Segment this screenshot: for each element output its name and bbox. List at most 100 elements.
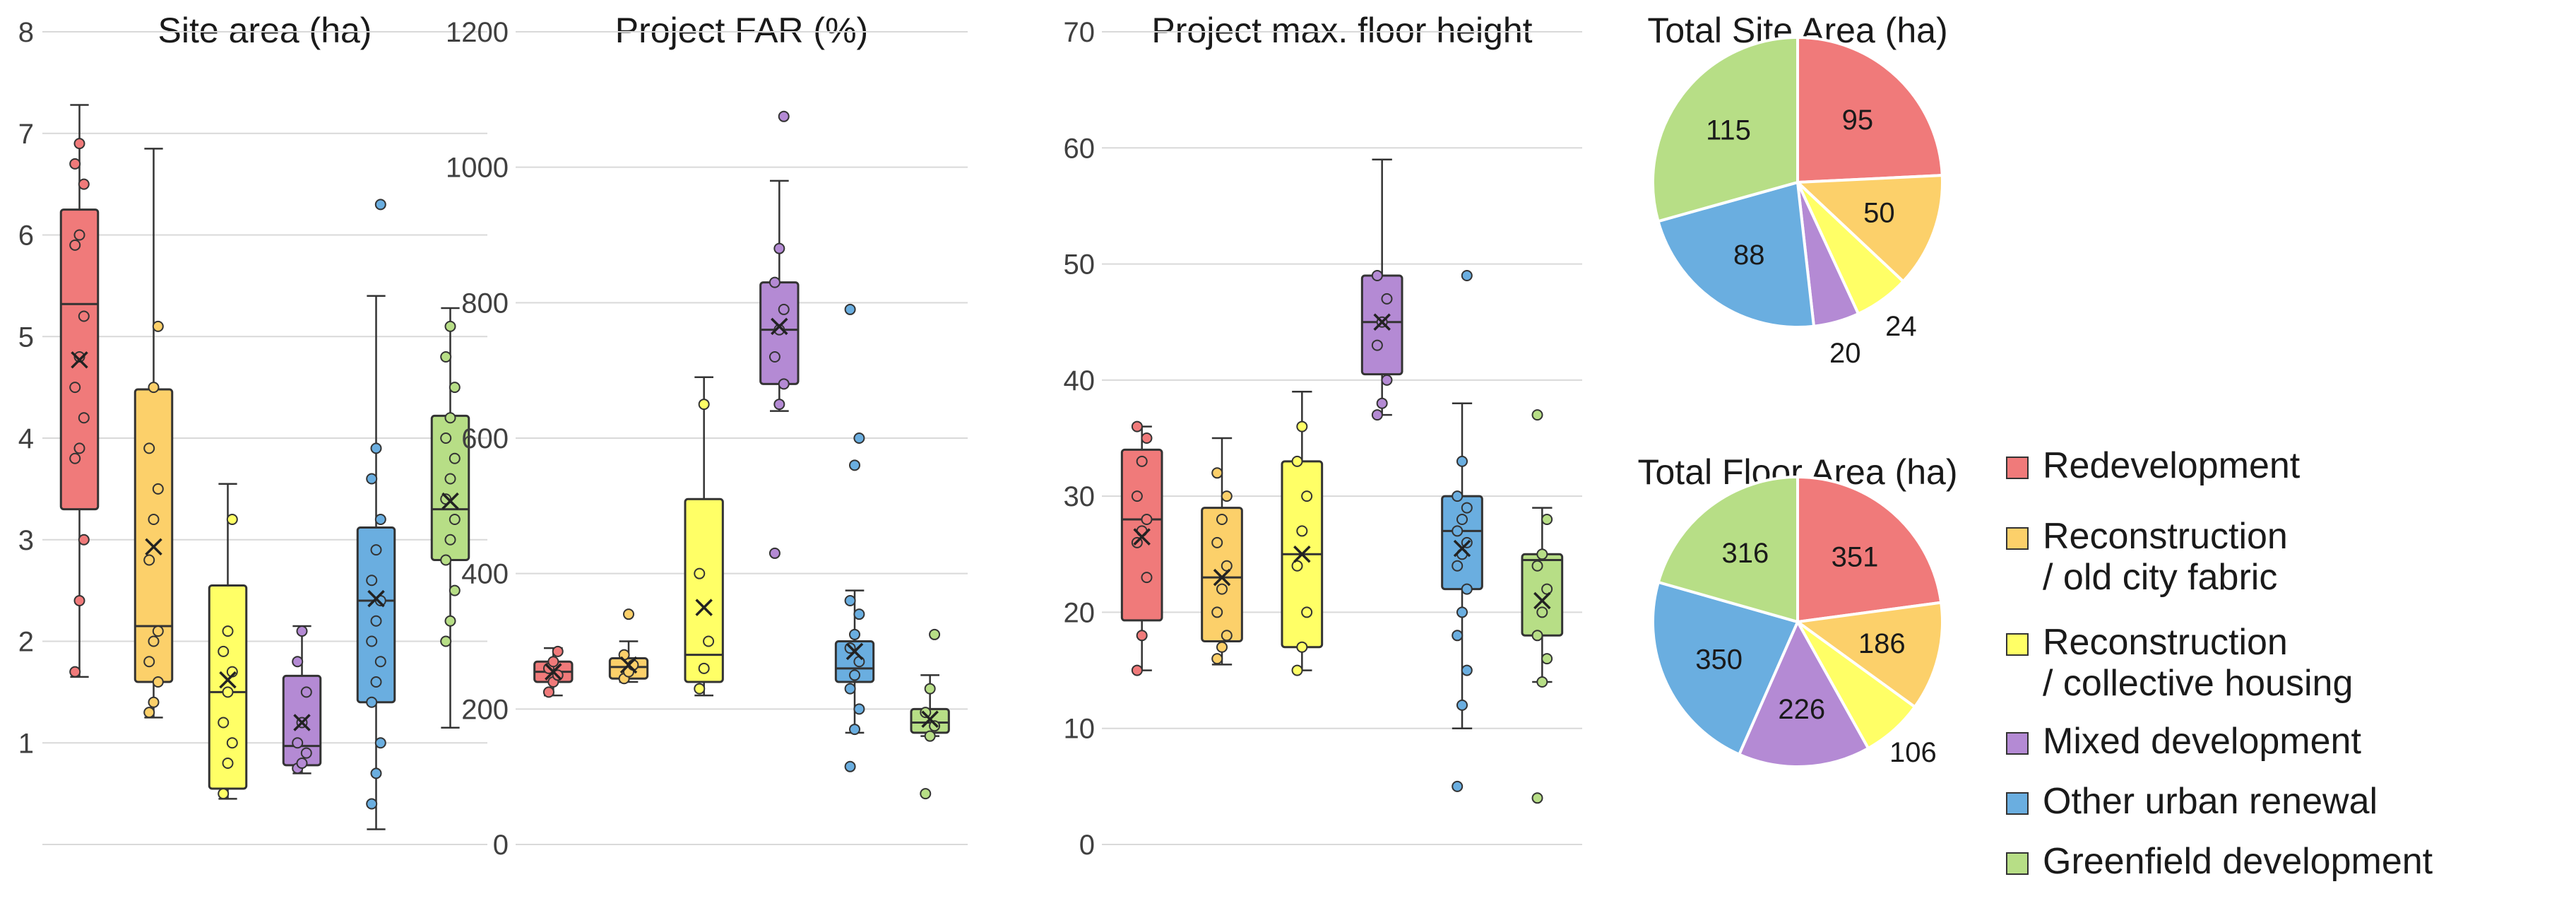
data-point xyxy=(844,683,856,695)
y-tick-label: 3 xyxy=(18,525,34,556)
data-point xyxy=(694,683,706,695)
mean-marker-stroke xyxy=(1293,546,1311,563)
mean-marker-stroke xyxy=(545,663,562,681)
data-point xyxy=(148,514,160,525)
data-point xyxy=(1376,397,1388,409)
mean-marker xyxy=(367,589,385,608)
mean-marker-stroke xyxy=(441,492,459,510)
data-point xyxy=(152,320,164,332)
data-point xyxy=(222,686,234,698)
legend-item-other-urban-renewal: Other urban renewal xyxy=(2006,781,2571,841)
data-point xyxy=(366,473,378,485)
legend-swatch-old-city-fabric xyxy=(2006,527,2029,550)
data-point xyxy=(849,669,860,681)
data-point xyxy=(1531,630,1543,642)
legend-swatch-collective-housing xyxy=(2006,633,2029,656)
legend-label-old-city-fabric: Reconstruction / old city fabric xyxy=(2043,516,2288,598)
y-tick-label: 0 xyxy=(1079,830,1095,861)
data-point xyxy=(78,412,90,424)
data-point xyxy=(1456,699,1468,711)
chart-canvas: Site area (ha) 1 2 3 4 5 6 7 8 Project FAR (%) 0 20… xyxy=(18,11,1958,861)
mean-marker xyxy=(921,710,939,728)
legend-item-old-city-fabric: Reconstruction / old city fabric xyxy=(2006,516,2571,622)
data-point xyxy=(768,276,780,288)
mean-marker-stroke xyxy=(367,589,385,608)
data-point xyxy=(444,473,456,485)
box-reconstruction-collective-housing xyxy=(684,376,724,697)
data-point xyxy=(1452,560,1464,572)
data-point xyxy=(1296,641,1308,653)
boxplot-project-far: Project FAR (%) 0 200 400 600 800 1000 1200 xyxy=(446,11,968,861)
data-point xyxy=(300,686,312,698)
mean-marker xyxy=(1533,591,1551,610)
y-tick-label: 7 xyxy=(18,119,34,150)
data-point xyxy=(444,534,456,546)
y-tick-label: 600 xyxy=(461,423,509,454)
data-point xyxy=(773,242,785,254)
data-point xyxy=(69,239,81,251)
legend-label-collective-housing: Reconstruction / collective housing xyxy=(2043,622,2354,704)
data-point xyxy=(374,737,386,749)
legend-label-greenfield-development: Greenfield development xyxy=(2043,841,2433,882)
pie-slice-greenfield-development xyxy=(1656,475,1799,624)
mean-marker xyxy=(1453,539,1471,558)
pie-slice-mixed-development xyxy=(1737,618,1870,768)
pie-value-label: 20 xyxy=(1829,338,1861,369)
data-point xyxy=(366,635,378,647)
mean-marker xyxy=(1373,313,1391,331)
y-tick-label: 400 xyxy=(461,559,509,590)
data-point xyxy=(1541,583,1553,595)
data-point xyxy=(1371,270,1383,281)
data-point xyxy=(78,310,90,322)
data-point xyxy=(1221,630,1233,642)
legend-item-collective-housing: Reconstruction / collective housing xyxy=(2006,622,2571,721)
mean-marker xyxy=(1213,568,1231,587)
mean-marker-stroke xyxy=(619,656,638,674)
chart-title: Project max. floor height xyxy=(1151,11,1532,50)
legend-item-mixed-development: Mixed development xyxy=(2006,721,2571,781)
data-point xyxy=(1536,548,1548,560)
data-point xyxy=(778,378,790,390)
data-point xyxy=(1452,780,1464,792)
data-point xyxy=(1296,420,1308,432)
data-point xyxy=(778,110,790,122)
y-tick-label: 2 xyxy=(18,627,34,658)
chart-title: Project FAR (%) xyxy=(615,11,868,50)
data-point xyxy=(444,412,456,424)
y-tick-label: 800 xyxy=(461,288,509,319)
data-point xyxy=(370,442,382,454)
data-point xyxy=(1461,270,1473,281)
y-tick-label: 0 xyxy=(493,830,509,861)
mean-marker-stroke xyxy=(1133,528,1151,546)
data-point xyxy=(623,608,634,620)
data-point xyxy=(374,199,386,211)
y-tick-label: 20 xyxy=(1064,597,1096,628)
y-tick-label: 1200 xyxy=(446,17,509,48)
pie-value-label: 226 xyxy=(1778,694,1825,725)
pie-value-label: 106 xyxy=(1889,737,1937,768)
iqr-box xyxy=(684,497,724,683)
data-point xyxy=(920,788,932,800)
data-point xyxy=(1131,664,1143,676)
data-point xyxy=(152,625,164,637)
box-redevelopment xyxy=(533,645,574,698)
data-point xyxy=(73,351,85,363)
data-point xyxy=(1456,514,1468,525)
data-point xyxy=(69,158,81,170)
data-point xyxy=(1291,664,1303,676)
data-point xyxy=(924,683,936,695)
y-tick-label: 1 xyxy=(18,728,34,759)
mean-marker-stroke xyxy=(293,714,311,731)
y-tick-label: 6 xyxy=(18,220,34,252)
box-greenfield-development xyxy=(910,628,950,800)
data-point xyxy=(73,138,85,150)
data-point xyxy=(849,628,860,640)
data-point xyxy=(1452,490,1464,502)
data-point xyxy=(440,554,452,566)
data-point xyxy=(152,483,164,495)
figure: Site area (ha) 1 2 3 4 5 6 7 8 Project FAR (%) 0 20… xyxy=(18,11,2571,882)
data-point xyxy=(69,452,81,464)
data-point xyxy=(552,645,564,657)
